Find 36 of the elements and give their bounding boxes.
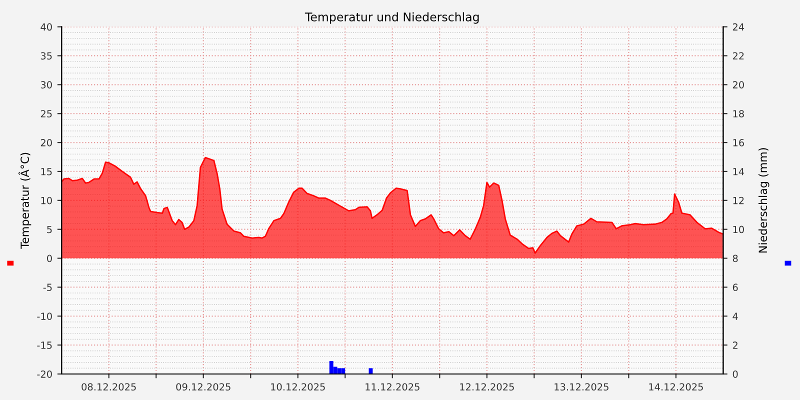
x-tick-label: 13.12.2025	[554, 383, 608, 391]
y-tick-label: 40	[40, 23, 52, 31]
y2-tick-label: 10	[733, 226, 744, 234]
y-tick-label: -10	[37, 312, 52, 320]
x-tick-label: 10.12.2025	[271, 383, 325, 391]
x-tick-label: 14.12.2025	[649, 383, 703, 391]
y2-axis-title: Niederschlag (mm)	[758, 148, 770, 253]
y2-tick-label: 4	[732, 312, 738, 320]
y2-tick-label: 12	[733, 196, 744, 204]
y-tick-label: 5	[47, 226, 52, 234]
y2-tick-label: 6	[732, 284, 738, 292]
y2-tick-label: 22	[732, 52, 744, 60]
y-tick-label: 10	[41, 196, 52, 204]
y-tick-label: 0	[47, 254, 52, 262]
y2-tick-label: 16	[733, 139, 744, 146]
y2-tick-label: 2	[732, 342, 738, 349]
y-tick-label: 35	[40, 52, 52, 60]
x-tick-label: 08.12.2025	[82, 383, 136, 391]
chart-title: Temperatur und Niederschlag	[304, 12, 479, 24]
y2-tick-label: 8	[732, 254, 738, 262]
y2-tick-label: 24	[732, 23, 744, 30]
x-tick-label: 11.12.2025	[366, 383, 420, 391]
y-tick-label: -15	[37, 342, 52, 349]
y2-tick-label: 18	[733, 110, 744, 118]
y2-tick-label: 0	[732, 370, 738, 378]
y-axis-title: Temperatur (Â°C)	[18, 152, 32, 249]
x-tick-label: 09.12.2025	[176, 383, 230, 391]
y-tick-label: 30	[40, 81, 52, 88]
x-tick-label: 12.12.2025	[460, 383, 514, 391]
y-tick-label: 20	[40, 139, 52, 146]
y-tick-label: -20	[37, 370, 52, 378]
y2-tick-label: 20	[732, 81, 744, 88]
y2-tick-label: 14	[733, 168, 744, 176]
y-tick-label: 25	[40, 110, 52, 118]
y-tick-label: -5	[43, 284, 52, 292]
y-tick-label: 15	[41, 168, 52, 176]
